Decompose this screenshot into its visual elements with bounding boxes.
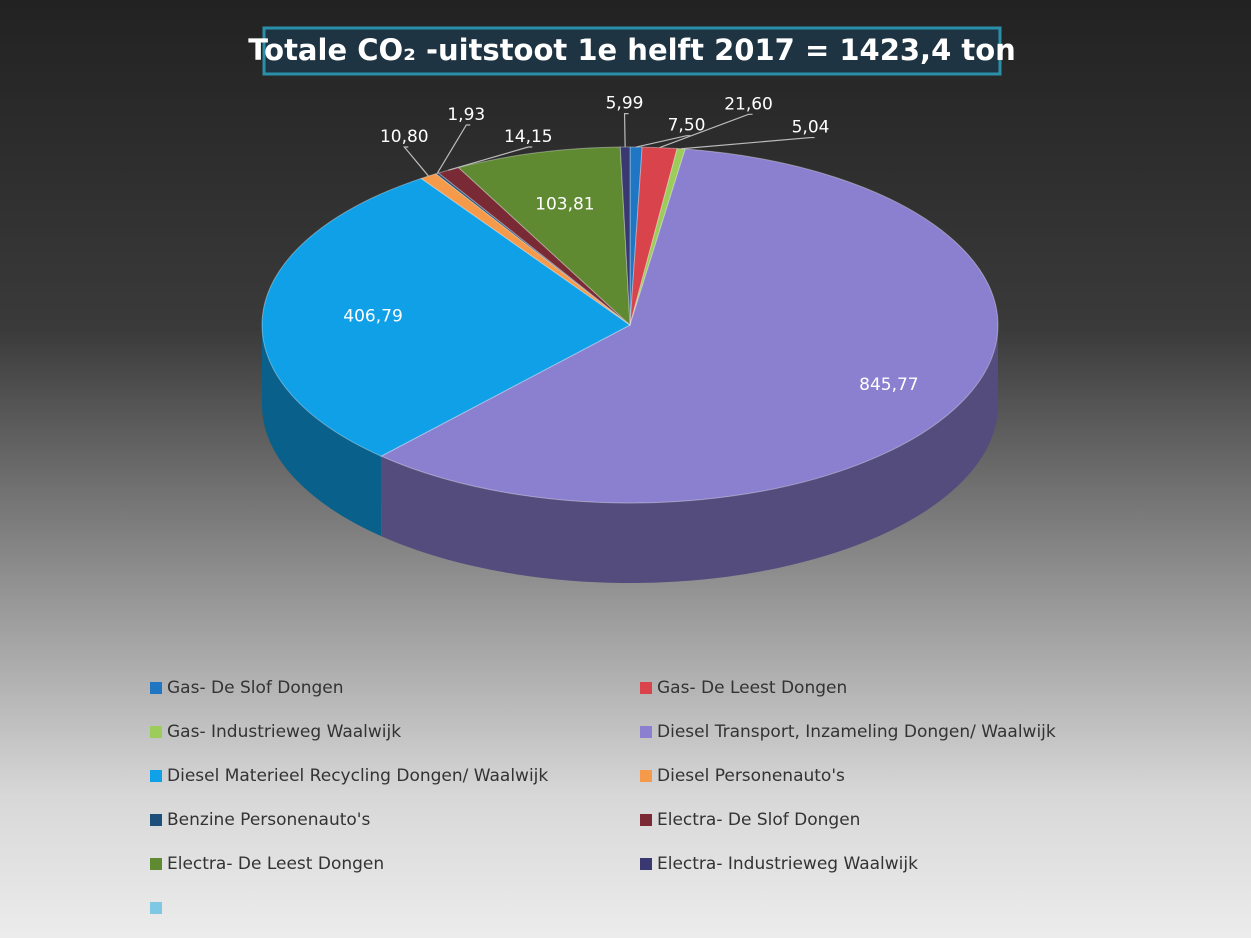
legend-label: Benzine Personenauto's bbox=[167, 810, 370, 830]
legend-swatch bbox=[150, 726, 162, 738]
slice bbox=[629, 146, 678, 326]
legend-swatch bbox=[150, 858, 162, 870]
legend-label: Electra- Industrieweg Waalwijk bbox=[657, 854, 918, 874]
legend-label: Diesel Transport, Inzameling Dongen/ Waa… bbox=[657, 722, 1056, 742]
slice-side bbox=[262, 325, 382, 537]
legend: Gas- De Slof Dongen Gas- De Leest Dongen G… bbox=[150, 678, 1056, 914]
data-label: 21,60 bbox=[724, 94, 773, 114]
pie: 845,77 406,79 103,81 10,80 1,93 14,15 5,99 7,50… bbox=[261, 94, 999, 584]
leader-line bbox=[448, 146, 533, 171]
legend-label: Gas- De Leest Dongen bbox=[657, 678, 847, 698]
legend-swatch bbox=[150, 682, 162, 694]
slice bbox=[261, 177, 631, 457]
data-label: 103,81 bbox=[535, 194, 594, 214]
data-label: 845,77 bbox=[859, 375, 918, 395]
leader-line bbox=[635, 135, 691, 148]
slice bbox=[629, 146, 643, 326]
data-label: 1,93 bbox=[447, 105, 485, 125]
legend-swatch bbox=[640, 682, 652, 694]
legend-label: Gas- De Slof Dongen bbox=[167, 678, 344, 698]
data-label: 5,04 bbox=[792, 118, 830, 138]
legend-swatch bbox=[150, 770, 162, 782]
title-box bbox=[262, 26, 1002, 76]
legend-swatch bbox=[640, 814, 652, 826]
legend-label: Electra- De Leest Dongen bbox=[167, 854, 384, 874]
legend-label: Gas- Industrieweg Waalwijk bbox=[167, 722, 401, 742]
legend-swatch bbox=[640, 770, 652, 782]
data-label: 406,79 bbox=[343, 306, 402, 326]
legend-label: Electra- De Slof Dongen bbox=[657, 810, 860, 830]
data-label: 5,99 bbox=[606, 94, 644, 114]
chart-title: Totale CO₂ -uitstoot 1e helft 2017 = 142… bbox=[248, 33, 1016, 67]
slice bbox=[380, 148, 999, 504]
leader-line bbox=[681, 136, 815, 150]
legend-swatch bbox=[640, 726, 652, 738]
data-label: 10,80 bbox=[380, 127, 429, 147]
legend-label: Diesel Personenauto's bbox=[657, 766, 845, 786]
legend-swatch bbox=[150, 814, 162, 826]
leader-line bbox=[623, 113, 629, 148]
leader-line bbox=[436, 124, 471, 174]
slice-side bbox=[381, 325, 998, 584]
slice bbox=[420, 173, 631, 326]
data-label: 7,50 bbox=[668, 116, 706, 136]
leader-line bbox=[403, 146, 429, 177]
data-label: 14,15 bbox=[504, 127, 553, 147]
legend-swatch bbox=[640, 858, 652, 870]
legend-swatch bbox=[150, 902, 162, 914]
leader-line bbox=[659, 113, 753, 149]
legend-label: Diesel Materieel Recycling Dongen/ Waalw… bbox=[167, 766, 548, 786]
